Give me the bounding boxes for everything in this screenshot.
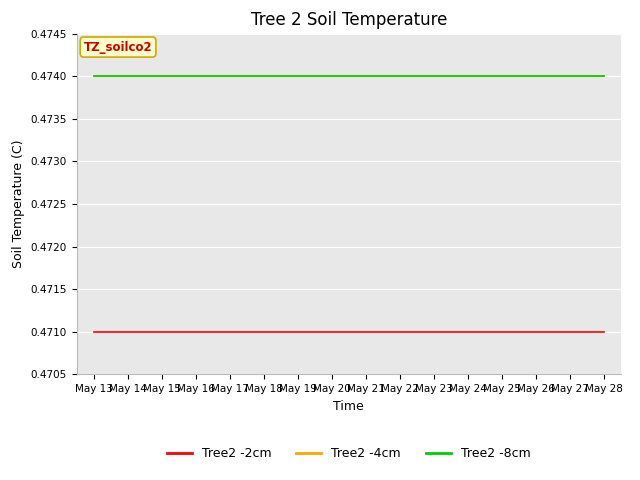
Title: Tree 2 Soil Temperature: Tree 2 Soil Temperature — [251, 11, 447, 29]
Y-axis label: Soil Temperature (C): Soil Temperature (C) — [12, 140, 25, 268]
X-axis label: Time: Time — [333, 400, 364, 413]
Text: TZ_soilco2: TZ_soilco2 — [84, 40, 152, 54]
Legend: Tree2 -2cm, Tree2 -4cm, Tree2 -8cm: Tree2 -2cm, Tree2 -4cm, Tree2 -8cm — [162, 442, 536, 465]
